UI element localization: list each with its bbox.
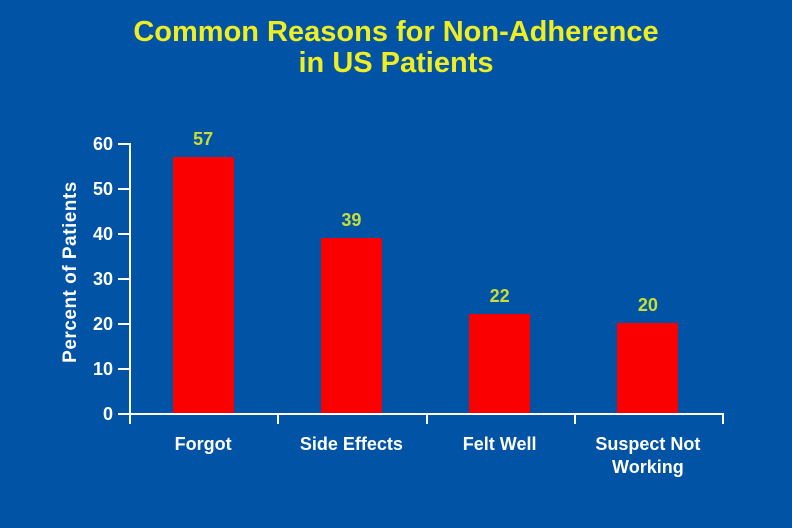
x-tick-mark bbox=[277, 415, 280, 424]
y-tick-mark bbox=[118, 188, 129, 190]
y-tick-mark bbox=[118, 143, 129, 145]
x-tick-mark bbox=[425, 415, 428, 424]
x-tick-mark bbox=[722, 415, 724, 424]
x-category-label: Side Effects bbox=[299, 434, 403, 454]
y-axis-line bbox=[129, 143, 131, 415]
y-tick-mark bbox=[118, 233, 129, 235]
x-axis-line bbox=[129, 413, 724, 415]
y-tick-label: 0 bbox=[102, 404, 113, 424]
x-category-label: Forgot bbox=[174, 434, 232, 454]
y-tick-label: 30 bbox=[92, 269, 113, 289]
x-category-label: Suspect Not Working bbox=[595, 434, 701, 477]
y-tick-label: 20 bbox=[92, 314, 113, 334]
bar bbox=[469, 314, 531, 413]
bar-value-label: 39 bbox=[341, 209, 362, 230]
y-tick-label: 50 bbox=[92, 179, 113, 199]
x-tick-mark bbox=[129, 415, 131, 424]
y-tick-mark bbox=[118, 323, 129, 325]
y-tick-mark bbox=[118, 368, 129, 370]
bar-value-label: 20 bbox=[637, 295, 658, 315]
y-tick-label: 40 bbox=[92, 224, 113, 244]
y-tick-mark bbox=[118, 413, 129, 415]
chart-title: Common Reasons for Non-Adherence in US P… bbox=[0, 17, 792, 79]
x-category-label: Felt Well bbox=[462, 434, 537, 454]
y-tick-label: 10 bbox=[92, 359, 113, 379]
bar-value-label: 22 bbox=[489, 286, 510, 306]
x-tick-mark bbox=[573, 415, 576, 424]
y-tick-mark bbox=[118, 278, 129, 280]
bar bbox=[172, 156, 234, 413]
chart-title-line1: Common Reasons for Non-Adherence bbox=[133, 16, 659, 48]
bar-value-label: 57 bbox=[193, 128, 214, 149]
bar bbox=[320, 237, 382, 413]
chart-title-line2: in US Patients bbox=[298, 47, 494, 79]
bar bbox=[617, 323, 679, 413]
y-tick-label: 60 bbox=[92, 134, 113, 154]
